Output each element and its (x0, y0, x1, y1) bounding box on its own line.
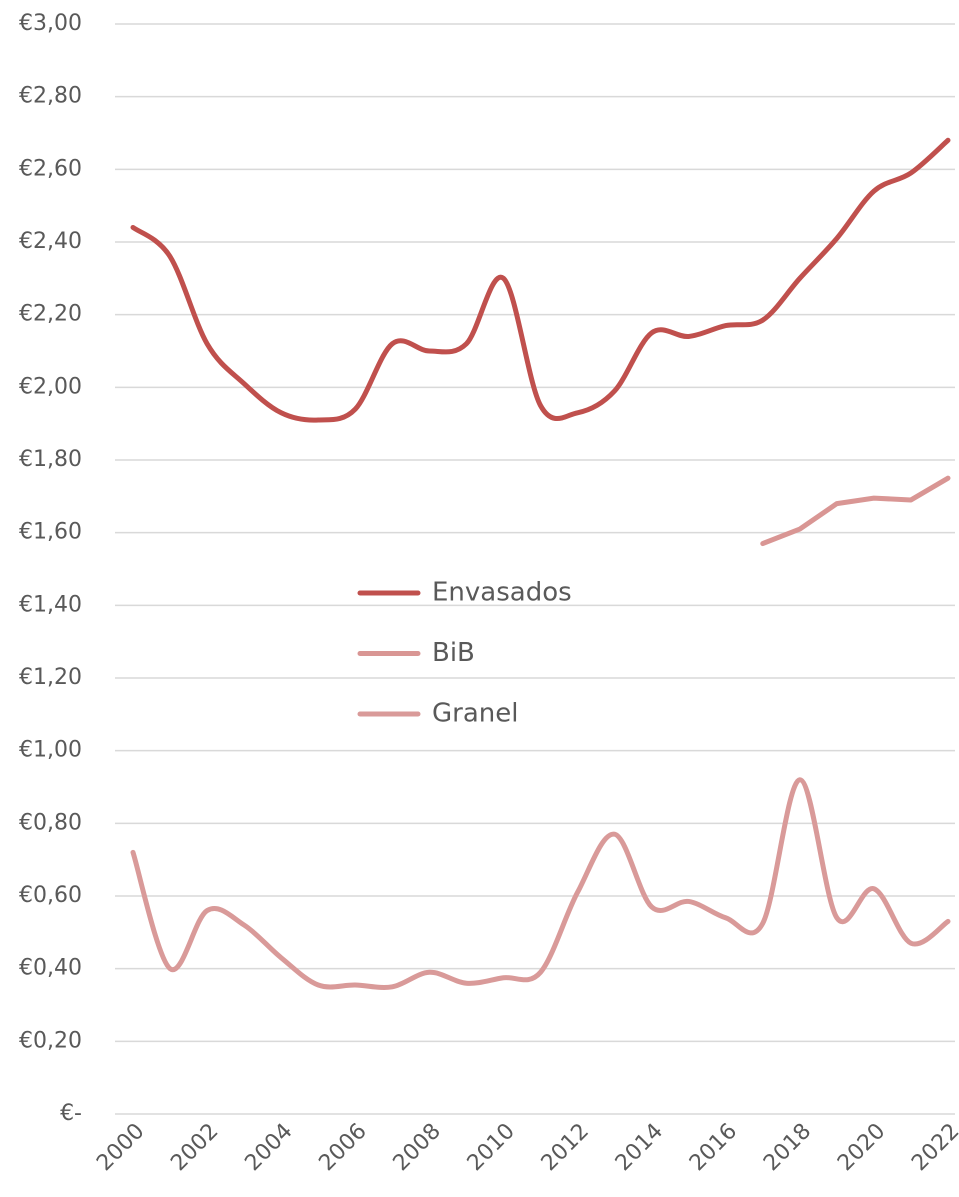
series-line (760, 475, 951, 547)
y-tick-label: €1,60 (19, 520, 82, 545)
y-tick-label: €0,20 (19, 1028, 82, 1053)
y-tick-label: €0,80 (19, 810, 82, 835)
x-tick-label: 2004 (240, 1119, 297, 1176)
y-tick-label: €3,00 (19, 11, 82, 36)
x-tick-label: 2006 (314, 1119, 371, 1176)
y-tick-label: €2,40 (19, 229, 82, 254)
y-tick-label: €2,00 (19, 374, 82, 399)
x-tick-label: 2002 (166, 1119, 223, 1176)
x-tick-label: 2018 (759, 1119, 816, 1176)
x-tick-label: 2020 (833, 1119, 890, 1176)
legend-label: BiB (432, 638, 475, 668)
y-tick-label: €0,40 (19, 956, 82, 981)
y-tick-label: €0,60 (19, 883, 82, 908)
legend-label: Envasados (432, 578, 572, 608)
y-tick-label: €1,00 (19, 738, 82, 763)
x-tick-label: 2022 (907, 1119, 959, 1176)
x-tick-label: 2014 (611, 1119, 668, 1176)
legend-label: Granel (432, 699, 518, 729)
y-tick-label: €2,80 (19, 84, 82, 109)
x-tick-label: 2000 (92, 1119, 149, 1176)
y-tick-label: €2,60 (19, 156, 82, 181)
x-tick-label: 2016 (685, 1119, 742, 1176)
y-tick-label: €1,40 (19, 592, 82, 617)
y-tick-label: €- (60, 1101, 82, 1126)
x-tick-label: 2012 (537, 1119, 594, 1176)
y-tick-label: €2,20 (19, 302, 82, 327)
y-tick-label: €1,20 (19, 665, 82, 690)
series-line (130, 777, 951, 990)
y-tick-label: €1,80 (19, 447, 82, 472)
series-line (130, 137, 951, 423)
x-tick-label: 2010 (463, 1119, 520, 1176)
x-tick-label: 2008 (389, 1119, 446, 1176)
